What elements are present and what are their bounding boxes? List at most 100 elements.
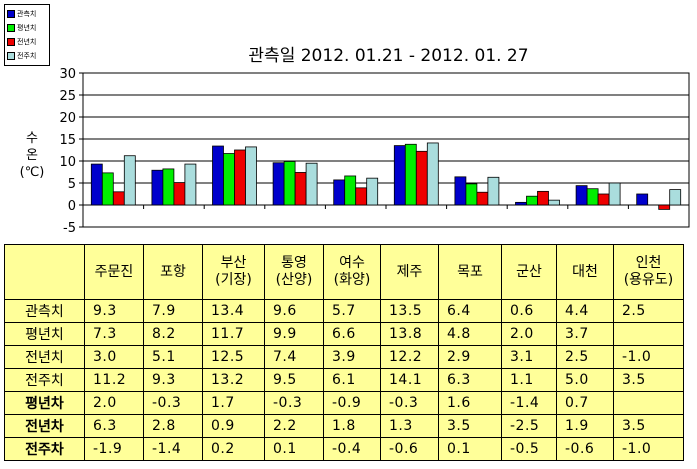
bar bbox=[173, 182, 186, 206]
column-header-text: 인천 bbox=[635, 255, 662, 271]
column-header: 여수 (화양) bbox=[323, 244, 381, 300]
table-cell: -0.6 bbox=[556, 437, 614, 461]
bar bbox=[515, 201, 527, 206]
table-cell: 2.0 bbox=[501, 322, 557, 346]
table-cell: 12.5 bbox=[202, 345, 265, 369]
bar bbox=[245, 146, 257, 206]
table-cell: 3.7 bbox=[556, 322, 614, 346]
table-cell: -0.3 bbox=[380, 391, 439, 415]
table-cell: 3.5 bbox=[438, 414, 502, 438]
bar-chart: 30 25 20 15 10 5 0 -5 bbox=[59, 67, 690, 236]
bar bbox=[415, 150, 428, 206]
table-cell: 1.6 bbox=[438, 391, 502, 415]
table-cell: 3.0 bbox=[84, 345, 144, 369]
legend-swatch bbox=[7, 10, 15, 18]
row-header: 관측치 bbox=[4, 299, 85, 323]
column-header: 제주 bbox=[380, 244, 439, 300]
y-tick-label: 30 bbox=[59, 67, 76, 82]
table-cell: -0.3 bbox=[264, 391, 324, 415]
bar bbox=[184, 163, 197, 206]
table-corner-cell bbox=[4, 244, 85, 300]
bar bbox=[636, 193, 649, 206]
bar bbox=[234, 149, 246, 206]
table-cell: 6.4 bbox=[438, 299, 502, 323]
table-cell: -0.3 bbox=[143, 391, 203, 415]
table-cell: 2.9 bbox=[438, 345, 502, 369]
bar bbox=[212, 145, 224, 206]
bar bbox=[586, 188, 599, 206]
table-cell: 3.5 bbox=[613, 368, 684, 392]
table-cell: 0.1 bbox=[438, 437, 502, 461]
column-header: 포항 bbox=[143, 244, 203, 300]
y-tick-label: 20 bbox=[59, 111, 76, 126]
bar bbox=[487, 176, 500, 206]
table-cell: 9.3 bbox=[84, 299, 144, 323]
table-cell bbox=[613, 322, 684, 346]
table-cell: 2.8 bbox=[143, 414, 203, 438]
chart-legend: 관측치 평년치 전년치 전주치 bbox=[4, 4, 50, 66]
legend-swatch bbox=[7, 38, 15, 46]
table-cell: 13.2 bbox=[202, 368, 265, 392]
bar bbox=[283, 161, 296, 206]
table-cell: 6.3 bbox=[438, 368, 502, 392]
legend-label: 평년치 bbox=[17, 24, 37, 32]
bar bbox=[223, 153, 235, 206]
table-cell: 12.2 bbox=[380, 345, 439, 369]
bar bbox=[404, 143, 417, 206]
legend-item: 관측치 bbox=[7, 7, 47, 21]
bar bbox=[426, 142, 439, 206]
y-tick-label: 10 bbox=[59, 155, 76, 170]
legend-item: 전년치 bbox=[7, 35, 47, 49]
table-cell: 7.9 bbox=[143, 299, 203, 323]
table-cell: 5.1 bbox=[143, 345, 203, 369]
column-header: 대천 bbox=[556, 244, 614, 300]
bar bbox=[90, 163, 103, 206]
table-cell: 4.4 bbox=[556, 299, 614, 323]
data-table: 주문진 포항 부산 (기장) 통영 (산양) 여수 (화양) 제주 목포 군산 대천 … bbox=[4, 244, 684, 461]
y-axis-label-line2: 온 bbox=[26, 148, 38, 163]
table-cell: 8.2 bbox=[143, 322, 203, 346]
table-cell: 13.8 bbox=[380, 322, 439, 346]
bar bbox=[526, 195, 538, 206]
bar bbox=[669, 189, 682, 206]
bar bbox=[597, 193, 610, 206]
table-cell: 7.4 bbox=[264, 345, 324, 369]
table-cell: 5.7 bbox=[323, 299, 381, 323]
column-header: 군산 bbox=[501, 244, 557, 300]
column-header-text: 목포 bbox=[457, 263, 483, 280]
bar bbox=[454, 176, 467, 206]
bar bbox=[123, 155, 136, 206]
bar bbox=[465, 183, 478, 206]
table-cell bbox=[613, 391, 684, 415]
bar bbox=[294, 172, 307, 206]
legend-label: 전년치 bbox=[17, 38, 37, 46]
table-cell: 2.5 bbox=[556, 345, 614, 369]
chart-title: 관측일 2012. 01.21 - 2012. 01. 27 bbox=[0, 41, 697, 66]
column-header-text: 제주 bbox=[396, 263, 423, 280]
legend-item: 평년치 bbox=[7, 21, 47, 35]
table-row: 평년차 2.0 -0.3 1.7 -0.3 -0.9 -0.3 1.6 -1.4 0.7 bbox=[4, 391, 684, 415]
table-row: 전주치 11.2 9.3 13.2 9.5 6.1 14.1 6.3 1.1 5.0 3.5 bbox=[4, 368, 684, 392]
table-cell: 1.8 bbox=[323, 414, 381, 438]
column-header: 목포 bbox=[438, 244, 502, 300]
table-row: 전주차 -1.9 -1.4 0.2 0.1 -0.4 -0.6 0.1 -0.5 -0.6 -1.0 bbox=[4, 437, 684, 461]
table-cell: 9.5 bbox=[264, 368, 324, 392]
table-row: 전년치 3.0 5.1 12.5 7.4 3.9 12.2 2.9 3.1 2.5 -1.0 bbox=[4, 345, 684, 369]
table-cell: 1.7 bbox=[202, 391, 265, 415]
table-cell: 9.9 bbox=[264, 322, 324, 346]
table-cell: -1.0 bbox=[613, 345, 684, 369]
table-row: 전년차 6.3 2.8 0.9 2.2 1.8 1.3 3.5 -2.5 1.9 3.5 bbox=[4, 414, 684, 438]
table-cell: 9.6 bbox=[264, 299, 324, 323]
column-header: 주문진 bbox=[84, 244, 144, 300]
bar bbox=[537, 190, 549, 206]
table-cell: 0.9 bbox=[202, 414, 265, 438]
bar bbox=[344, 175, 357, 206]
row-header: 평년차 bbox=[4, 391, 85, 415]
bar bbox=[101, 172, 114, 206]
bar bbox=[393, 145, 406, 206]
table-cell: -0.9 bbox=[323, 391, 381, 415]
y-tick-label: 25 bbox=[59, 89, 76, 104]
table-header-row: 주문진 포항 부산 (기장) 통영 (산양) 여수 (화양) 제주 목포 군산 대천 … bbox=[4, 244, 684, 300]
bar bbox=[608, 182, 621, 206]
table-cell: 1.1 bbox=[501, 368, 557, 392]
